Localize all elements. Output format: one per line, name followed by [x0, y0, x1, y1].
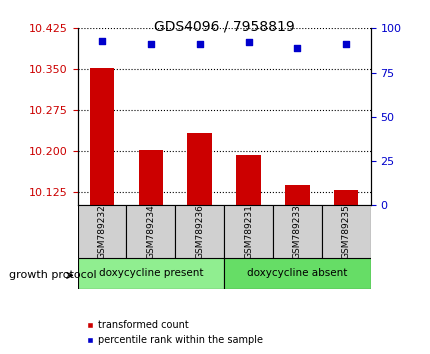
Text: GSM789236: GSM789236 — [195, 204, 204, 259]
Bar — [175, 205, 224, 258]
Legend: transformed count, percentile rank within the sample: transformed count, percentile rank withi… — [82, 316, 266, 349]
Bar — [224, 205, 272, 258]
Text: GDS4096 / 7958819: GDS4096 / 7958819 — [154, 19, 294, 34]
Text: GSM789233: GSM789233 — [292, 204, 301, 259]
Bar — [224, 258, 370, 289]
Text: growth protocol: growth protocol — [9, 270, 96, 280]
Text: GSM789232: GSM789232 — [97, 205, 106, 259]
Bar — [126, 205, 175, 258]
Bar — [89, 68, 114, 205]
Bar — [138, 150, 163, 205]
Point — [293, 45, 300, 51]
Point — [98, 38, 105, 44]
Text: doxycycline absent: doxycycline absent — [247, 268, 347, 279]
Bar — [77, 205, 126, 258]
Text: GSM789235: GSM789235 — [341, 204, 350, 259]
Bar — [272, 205, 321, 258]
Bar — [236, 155, 260, 205]
Point — [342, 41, 349, 47]
Point — [245, 40, 252, 45]
Bar — [187, 133, 212, 205]
Bar — [77, 258, 224, 289]
Text: doxycycline present: doxycycline present — [98, 268, 203, 279]
Bar — [285, 185, 309, 205]
Point — [196, 41, 203, 47]
Bar — [321, 205, 370, 258]
Point — [147, 41, 154, 47]
Text: GSM789234: GSM789234 — [146, 205, 155, 259]
Text: GSM789231: GSM789231 — [243, 204, 252, 259]
Bar — [333, 190, 358, 205]
